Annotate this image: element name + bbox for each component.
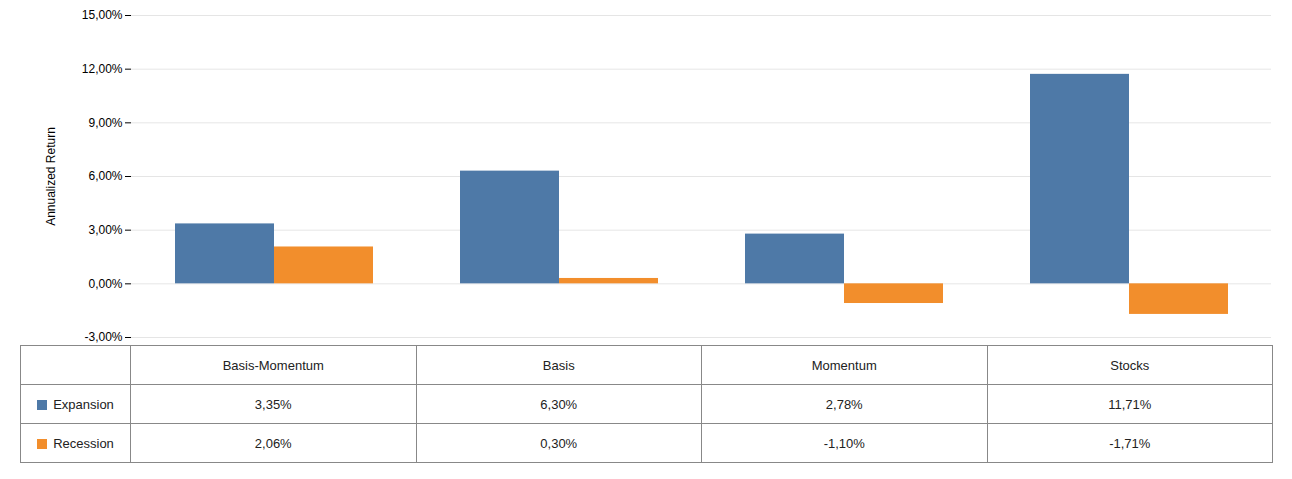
html-text:11,71%: 11,71% (1108, 396, 1152, 412)
html-text:6,30%: 6,30% (540, 396, 578, 412)
svg-text:6,00%: 6,00% (88, 169, 122, 183)
html-text:-1,71%: -1,71% (1109, 435, 1151, 451)
svg-text:-3,00%: -3,00% (84, 330, 122, 344)
html-text:Momentum: Momentum (811, 357, 877, 373)
svg-text:12,00%: 12,00% (82, 62, 123, 76)
html-text:-1,10%: -1,10% (823, 435, 865, 451)
html-text:3,35%: 3,35% (254, 396, 292, 412)
html-text:Stocks: Stocks (1110, 357, 1150, 373)
html-text:Basis: Basis (542, 357, 575, 373)
html-text:2,78%: 2,78% (825, 396, 863, 412)
svg-text:0,00%: 0,00% (88, 277, 122, 291)
svg-text:Annualized Return: Annualized Return (44, 127, 58, 226)
html-text:0,30%: 0,30% (540, 435, 578, 451)
svg-text:15,00%: 15,00% (82, 8, 123, 22)
html-text:Expansion: Expansion (53, 396, 114, 412)
svg-text:3,00%: 3,00% (88, 223, 122, 237)
html-text:2,06%: 2,06% (254, 435, 292, 451)
html-text:Recession: Recession (53, 435, 114, 451)
html-text:Basis-Momentum: Basis-Momentum (222, 357, 324, 373)
svg-text:9,00%: 9,00% (88, 116, 122, 130)
